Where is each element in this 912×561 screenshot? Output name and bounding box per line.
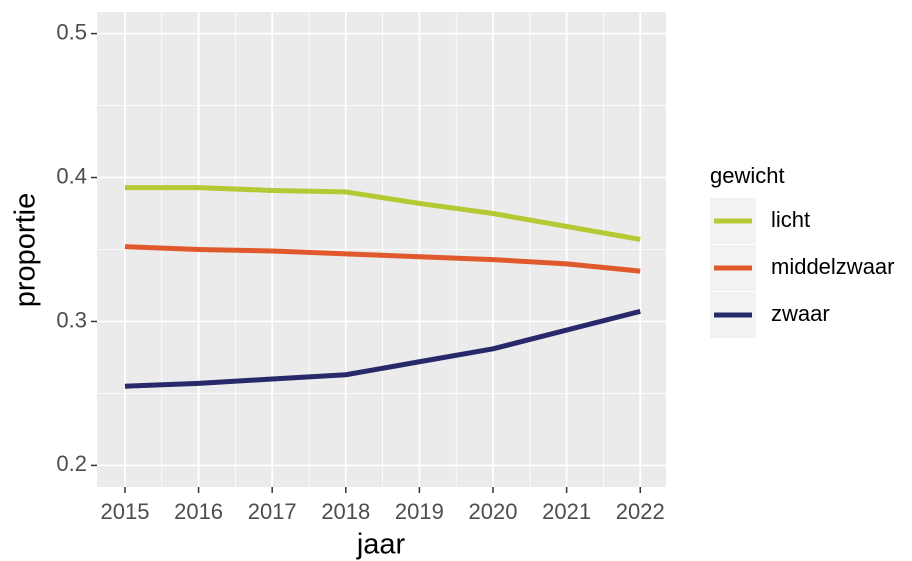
- legend-title: gewicht: [710, 163, 785, 188]
- x-tick-label: 2022: [616, 499, 665, 524]
- y-axis-label: proportie: [10, 193, 42, 307]
- x-tick-label: 2019: [395, 499, 444, 524]
- line: [124, 308, 641, 389]
- y-tick-label: 0.3: [56, 307, 87, 332]
- line: [124, 244, 641, 274]
- legend-label: middelzwaar: [771, 254, 895, 279]
- line: [124, 185, 641, 242]
- legend-label: licht: [771, 207, 810, 232]
- y-tick-label: 0.2: [56, 451, 87, 476]
- x-tick-label: 2017: [248, 499, 297, 524]
- x-tick-label: 2021: [542, 499, 591, 524]
- x-tick-label: 2016: [174, 499, 223, 524]
- x-tick-label: 2020: [469, 499, 518, 524]
- y-tick-label: 0.5: [56, 19, 87, 44]
- legend-label: zwaar: [771, 301, 830, 326]
- y-tick-label: 0.4: [56, 163, 87, 188]
- x-axis-label: jaar: [356, 529, 406, 561]
- x-tick-label: 2015: [100, 499, 149, 524]
- x-tick-label: 2018: [321, 499, 370, 524]
